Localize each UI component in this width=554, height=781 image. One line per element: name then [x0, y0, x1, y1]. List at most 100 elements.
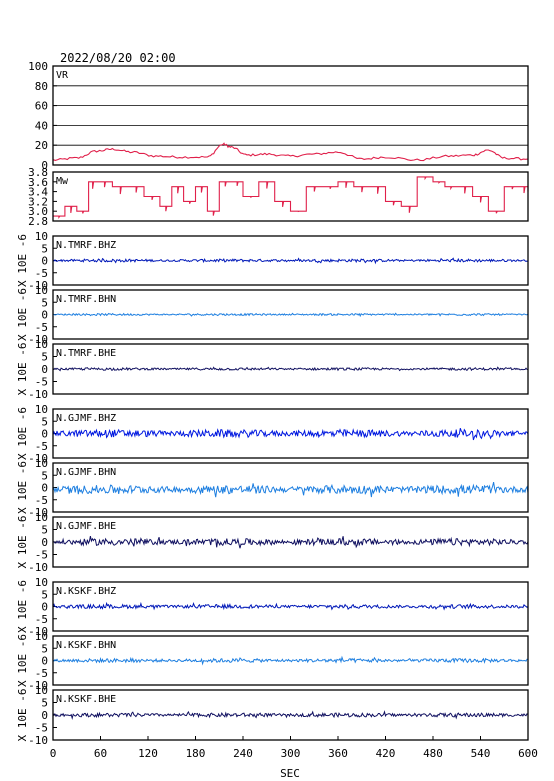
panel-mw: 2.83.03.23.43.63.8 Mw: [28, 166, 529, 228]
y-tick-label: 5: [41, 642, 48, 655]
x-tick-label: 60: [94, 747, 107, 760]
y-tick-label: 10: [35, 457, 48, 470]
panel-vr: 0 20 40 60 80 100 VR: [28, 60, 529, 172]
panel-frame: [52, 462, 529, 513]
y-tick-label: -10: [28, 333, 48, 346]
x-tick-label: 0: [50, 747, 57, 760]
y-tick-label: 0: [41, 428, 48, 441]
y-tick-label: 3.2: [28, 195, 48, 208]
x-tick-label: 600: [518, 747, 538, 760]
y-tick-label: 0: [41, 536, 48, 549]
y-tick-label: 5: [41, 697, 48, 710]
panel-label: N.GJMF.BHE: [56, 521, 116, 532]
x-tick-label: 420: [376, 747, 396, 760]
y-tick-label: -5: [35, 667, 48, 680]
y-tick-label: 3.0: [28, 205, 48, 218]
y-tick-label: 20: [35, 139, 48, 152]
y-tick-label: 0: [41, 709, 48, 722]
y-tick-label: -10: [28, 679, 48, 692]
panel-label: N.TMRF.BHZ: [56, 240, 116, 251]
y-tick-label: -5: [35, 321, 48, 334]
y-tick-label: 10: [35, 338, 48, 351]
y-axis-label: X 10E -6: [16, 407, 29, 460]
y-tick-label: 0: [41, 482, 48, 495]
y-tick-label: 10: [35, 230, 48, 243]
panel-label: N.KSKF.BHN: [56, 640, 116, 651]
series-n-gjmf-bhn: [52, 481, 529, 498]
series-vr: [52, 142, 529, 162]
y-tick-label: 60: [35, 100, 48, 113]
panel-frame: [52, 408, 529, 459]
series-n-tmrf-bhz: [52, 257, 529, 265]
y-tick-label: 0: [41, 159, 48, 172]
y-tick-label: 2.8: [28, 215, 48, 228]
series-n-kskf-bhz: [52, 601, 529, 611]
panel-label: N.TMRF.BHE: [56, 348, 116, 359]
y-tick-label: -5: [35, 722, 48, 735]
y-tick-label: 5: [41, 588, 48, 601]
y-tick-label: 3.8: [28, 166, 48, 179]
chart-title: 2022/08/20 02:00: [60, 51, 176, 65]
y-axis-label: X 10E -6: [16, 516, 29, 569]
panel-label: Mw: [56, 176, 69, 187]
series-n-gjmf-bhz: [52, 428, 529, 441]
y-tick-label: 3.6: [28, 176, 48, 189]
y-axis-label: X 10E -6: [16, 461, 29, 514]
series-n-kskf-bhe: [52, 710, 529, 720]
y-tick-label: -5: [35, 494, 48, 507]
y-tick-label: 10: [35, 630, 48, 643]
panel-frame: [52, 235, 529, 286]
y-tick-label: 5: [41, 351, 48, 364]
x-tick-label: 180: [186, 747, 206, 760]
panel-frame: [52, 343, 529, 395]
y-tick-label: 0: [41, 655, 48, 668]
y-tick-label: 10: [35, 284, 48, 297]
y-tick-label: 5: [41, 469, 48, 482]
y-axis-label: X 10E -6: [16, 580, 29, 633]
y-axis-label: X 10E -6: [16, 689, 29, 742]
panels: 020406080100VR2.83.03.23.43.63.8Mw-10-50…: [16, 60, 529, 747]
panel-frame: [52, 65, 529, 166]
y-tick-label: -10: [28, 625, 48, 638]
y-tick-label: -5: [35, 376, 48, 389]
y-tick-label: -10: [28, 388, 48, 401]
panel-frame: [52, 581, 529, 632]
y-axis-label: X 10E -6: [16, 634, 29, 687]
y-tick-label: 10: [35, 684, 48, 697]
x-tick-label: 480: [423, 747, 443, 760]
y-tick-label: 10: [35, 403, 48, 416]
y-axis-label: X 10E -6: [16, 343, 29, 396]
series-n-kskf-bhn: [52, 655, 529, 666]
y-tick-label: -10: [28, 734, 48, 747]
y-tick-label: -10: [28, 279, 48, 292]
y-axis-label: X 10E -6: [16, 234, 29, 287]
y-tick-label: 100: [28, 60, 48, 73]
y-tick-label: -5: [35, 613, 48, 626]
panel-label: N.KSKF.BHZ: [56, 586, 116, 597]
panel-frame: [52, 635, 529, 686]
y-tick-label: 80: [35, 80, 48, 93]
y-tick-label: -5: [35, 440, 48, 453]
series-n-gjmf-bhe: [53, 535, 529, 549]
y-tick-label: -10: [28, 506, 48, 519]
series-mw: [53, 176, 529, 220]
y-tick-label: 3.4: [28, 186, 48, 199]
x-tick-label: 120: [138, 747, 158, 760]
y-tick-label: 40: [35, 119, 48, 132]
panel-frame: [52, 171, 529, 222]
y-tick-label: 10: [35, 576, 48, 589]
y-tick-label: 0: [41, 363, 48, 376]
y-tick-label: 5: [41, 415, 48, 428]
y-axis-label: X 10E -6: [16, 288, 29, 341]
y-tick-label: 5: [41, 296, 48, 309]
panel-label: N.GJMF.BHN: [56, 467, 116, 478]
panel-label: VR: [56, 70, 69, 81]
